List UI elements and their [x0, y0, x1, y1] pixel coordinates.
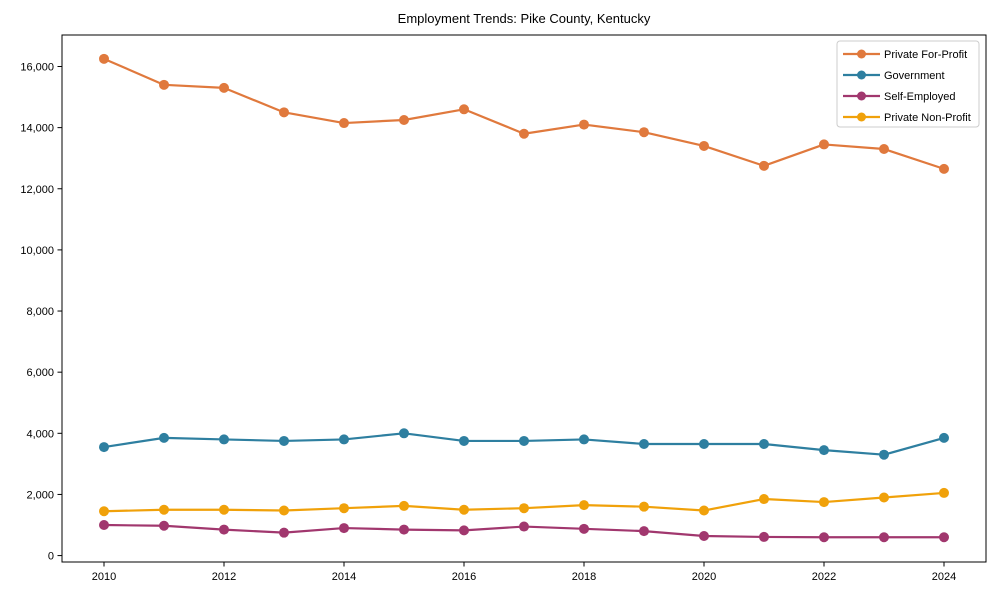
legend-label-self-employed: Self-Employed — [884, 91, 956, 103]
data-point-government — [219, 434, 229, 445]
data-point-government — [639, 439, 649, 450]
legend-marker-self-employed — [857, 91, 866, 101]
x-tick-label: 2018 — [572, 571, 596, 583]
x-tick-label: 2010 — [92, 571, 116, 583]
data-point-self-employed — [339, 523, 349, 534]
data-point-self-employed — [99, 520, 109, 531]
data-point-private-non-profit — [219, 504, 229, 515]
data-point-self-employed — [579, 523, 589, 534]
data-point-private-for-profit — [99, 53, 109, 64]
data-point-self-employed — [219, 524, 229, 535]
data-point-self-employed — [399, 524, 409, 535]
y-tick-label: 6,000 — [26, 367, 54, 379]
data-point-government — [759, 439, 769, 450]
data-point-private-for-profit — [699, 140, 709, 151]
data-point-private-for-profit — [639, 127, 649, 138]
data-point-government — [699, 439, 709, 450]
data-point-self-employed — [519, 521, 529, 532]
series-line-private-for-profit — [102, 57, 946, 170]
y-tick-label: 10,000 — [20, 245, 54, 257]
y-tick-label: 14,000 — [20, 123, 54, 135]
data-point-private-for-profit — [939, 163, 949, 174]
legend-label-private-non-profit: Private Non-Profit — [884, 112, 971, 124]
legend-label-government: Government — [884, 70, 945, 82]
legend-label-private-for-profit: Private For-Profit — [884, 49, 967, 61]
x-tick-label: 2014 — [332, 571, 356, 583]
data-point-government — [519, 435, 529, 446]
data-point-private-non-profit — [159, 504, 169, 515]
data-point-self-employed — [819, 532, 829, 543]
data-point-private-for-profit — [339, 118, 349, 129]
data-point-self-employed — [699, 531, 709, 542]
y-tick-label: 12,000 — [20, 184, 54, 196]
y-tick-label: 16,000 — [20, 61, 54, 73]
data-point-government — [279, 435, 289, 446]
data-point-private-non-profit — [519, 503, 529, 514]
data-point-private-non-profit — [459, 504, 469, 515]
data-point-private-non-profit — [939, 487, 949, 498]
data-point-private-non-profit — [639, 501, 649, 512]
data-point-government — [939, 432, 949, 443]
legend-marker-private-non-profit — [857, 112, 866, 122]
y-tick-label: 8,000 — [26, 306, 54, 318]
data-point-private-for-profit — [819, 139, 829, 150]
data-point-self-employed — [759, 531, 769, 542]
legend-marker-private-for-profit — [857, 49, 866, 59]
data-point-self-employed — [879, 532, 889, 543]
y-tick-label: 2,000 — [26, 489, 54, 501]
data-point-government — [819, 445, 829, 456]
y-tick-label: 0 — [48, 551, 54, 563]
data-point-private-for-profit — [459, 104, 469, 115]
data-point-private-non-profit — [759, 494, 769, 505]
data-point-private-for-profit — [879, 144, 889, 155]
data-point-government — [99, 442, 109, 453]
chart-title: Employment Trends: Pike County, Kentucky — [397, 11, 651, 26]
data-point-self-employed — [939, 532, 949, 543]
x-tick-label: 2024 — [932, 571, 956, 583]
legend-marker-government — [857, 70, 866, 80]
data-point-self-employed — [279, 527, 289, 538]
data-point-government — [339, 434, 349, 445]
data-point-private-non-profit — [879, 492, 889, 503]
data-point-government — [399, 428, 409, 439]
data-point-government — [879, 449, 889, 460]
x-tick-label: 2012 — [212, 571, 236, 583]
x-tick-label: 2020 — [692, 571, 716, 583]
data-point-private-for-profit — [399, 114, 409, 125]
x-tick-label: 2016 — [452, 571, 476, 583]
legend: Private For-Profit Government Self-Employe… — [836, 40, 980, 128]
data-point-private-for-profit — [219, 82, 229, 93]
axes-frame — [61, 34, 987, 563]
y-tick-label: 4,000 — [26, 428, 54, 440]
data-point-private-for-profit — [579, 119, 589, 130]
data-point-private-non-profit — [579, 500, 589, 511]
data-point-private-non-profit — [699, 505, 709, 516]
data-point-private-non-profit — [279, 505, 289, 516]
data-point-private-for-profit — [759, 160, 769, 171]
data-point-government — [579, 434, 589, 445]
data-point-self-employed — [639, 526, 649, 537]
data-point-government — [459, 435, 469, 446]
data-point-government — [159, 432, 169, 443]
data-point-self-employed — [159, 520, 169, 531]
data-point-self-employed — [459, 525, 469, 536]
data-point-private-for-profit — [159, 79, 169, 90]
data-point-private-for-profit — [279, 107, 289, 118]
data-point-private-non-profit — [819, 497, 829, 508]
legend-box — [836, 40, 980, 128]
data-point-private-non-profit — [339, 503, 349, 514]
data-point-private-for-profit — [519, 128, 529, 139]
data-point-private-non-profit — [399, 500, 409, 511]
x-tick-label: 2022 — [812, 571, 836, 583]
data-point-private-non-profit — [99, 506, 109, 517]
